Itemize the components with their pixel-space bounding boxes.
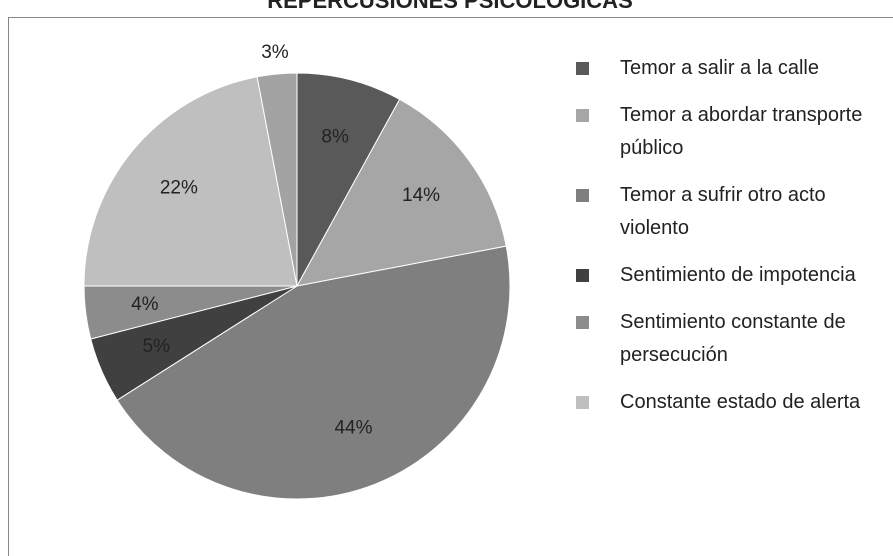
legend-item: Temor a sufrir otro acto violento — [576, 179, 882, 245]
data-label: 14% — [402, 185, 440, 206]
pie-slice — [116, 245, 511, 500]
legend-item: Sentimiento de impotencia — [576, 259, 882, 292]
legend-swatch — [576, 396, 589, 409]
legend-label: Sentimiento de impotencia — [620, 264, 856, 286]
legend-swatch — [576, 189, 589, 202]
legend-swatch — [576, 109, 589, 122]
pie-slice — [256, 72, 298, 287]
legend-label: Temor a abordar transporte público — [620, 104, 863, 159]
legend-item: Constante estado de alerta — [576, 386, 882, 419]
legend-label: Sentimiento constante de persecución — [620, 311, 846, 366]
legend-swatch — [576, 62, 589, 75]
pie-slice — [296, 72, 401, 287]
pie-slice — [296, 98, 507, 287]
legend: Temor a salir a la calle Temor a abordar … — [576, 52, 876, 433]
legend-swatch — [576, 316, 589, 329]
data-label: 44% — [334, 418, 372, 439]
data-label: 22% — [160, 177, 198, 198]
legend-label: Temor a sufrir otro acto violento — [620, 184, 826, 239]
legend-item: Sentimiento constante de persecución — [576, 306, 882, 372]
data-label: 3% — [261, 42, 289, 63]
chart-title: REPERCUSIONES PSICOLÓGICAS — [267, 0, 633, 13]
data-label: 4% — [131, 294, 159, 315]
legend-label: Constante estado de alerta — [620, 391, 861, 413]
data-label: 5% — [143, 336, 171, 357]
legend-label: Temor a salir a la calle — [620, 57, 819, 79]
legend-item: Temor a salir a la calle — [576, 52, 882, 85]
legend-item: Temor a abordar transporte público — [576, 99, 882, 165]
data-label: 8% — [321, 126, 349, 147]
pie-slice — [83, 76, 298, 287]
legend-swatch — [576, 269, 589, 282]
